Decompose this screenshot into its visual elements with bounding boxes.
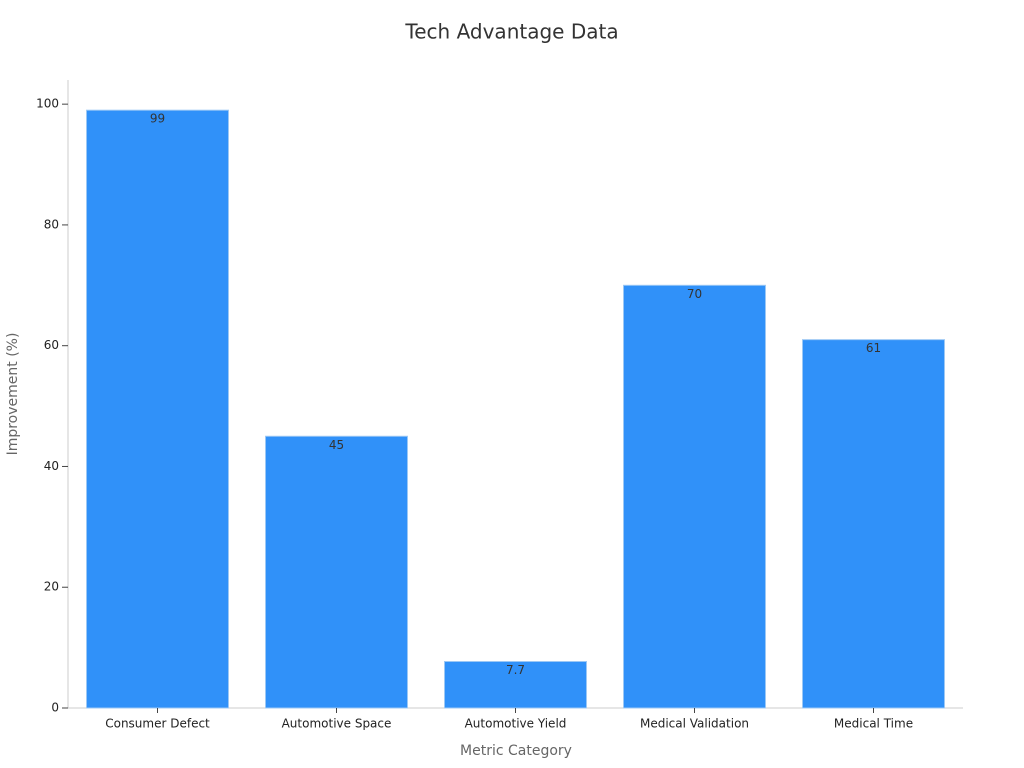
y-tick-label: 80 [44,217,59,231]
y-tick-label: 20 [44,580,59,594]
x-tick-label: Consumer Defect [105,717,210,731]
data-label: 70 [687,287,702,301]
data-label: 45 [329,438,344,452]
bar [623,284,766,709]
y-tick-label: 40 [44,459,59,473]
y-tick-label: 0 [51,701,59,715]
bar [444,661,587,709]
bar [802,339,945,709]
data-label: 61 [866,341,881,355]
y-tick-label: 60 [44,338,59,352]
x-tick-label: Automotive Yield [465,717,567,731]
x-tick-label: Medical Validation [640,717,749,731]
y-axis-label: Improvement (%) [5,333,21,456]
data-label: 7.7 [506,663,525,677]
data-label: 99 [150,112,165,126]
x-tick-label: Automotive Space [282,717,392,731]
x-tick-label: Medical Time [834,717,913,731]
bar [86,109,229,709]
bar [265,435,408,709]
y-tick-label: 100 [36,97,59,111]
x-axis-label: Metric Category [460,743,572,759]
chart-title: Tech Advantage Data [404,20,618,44]
